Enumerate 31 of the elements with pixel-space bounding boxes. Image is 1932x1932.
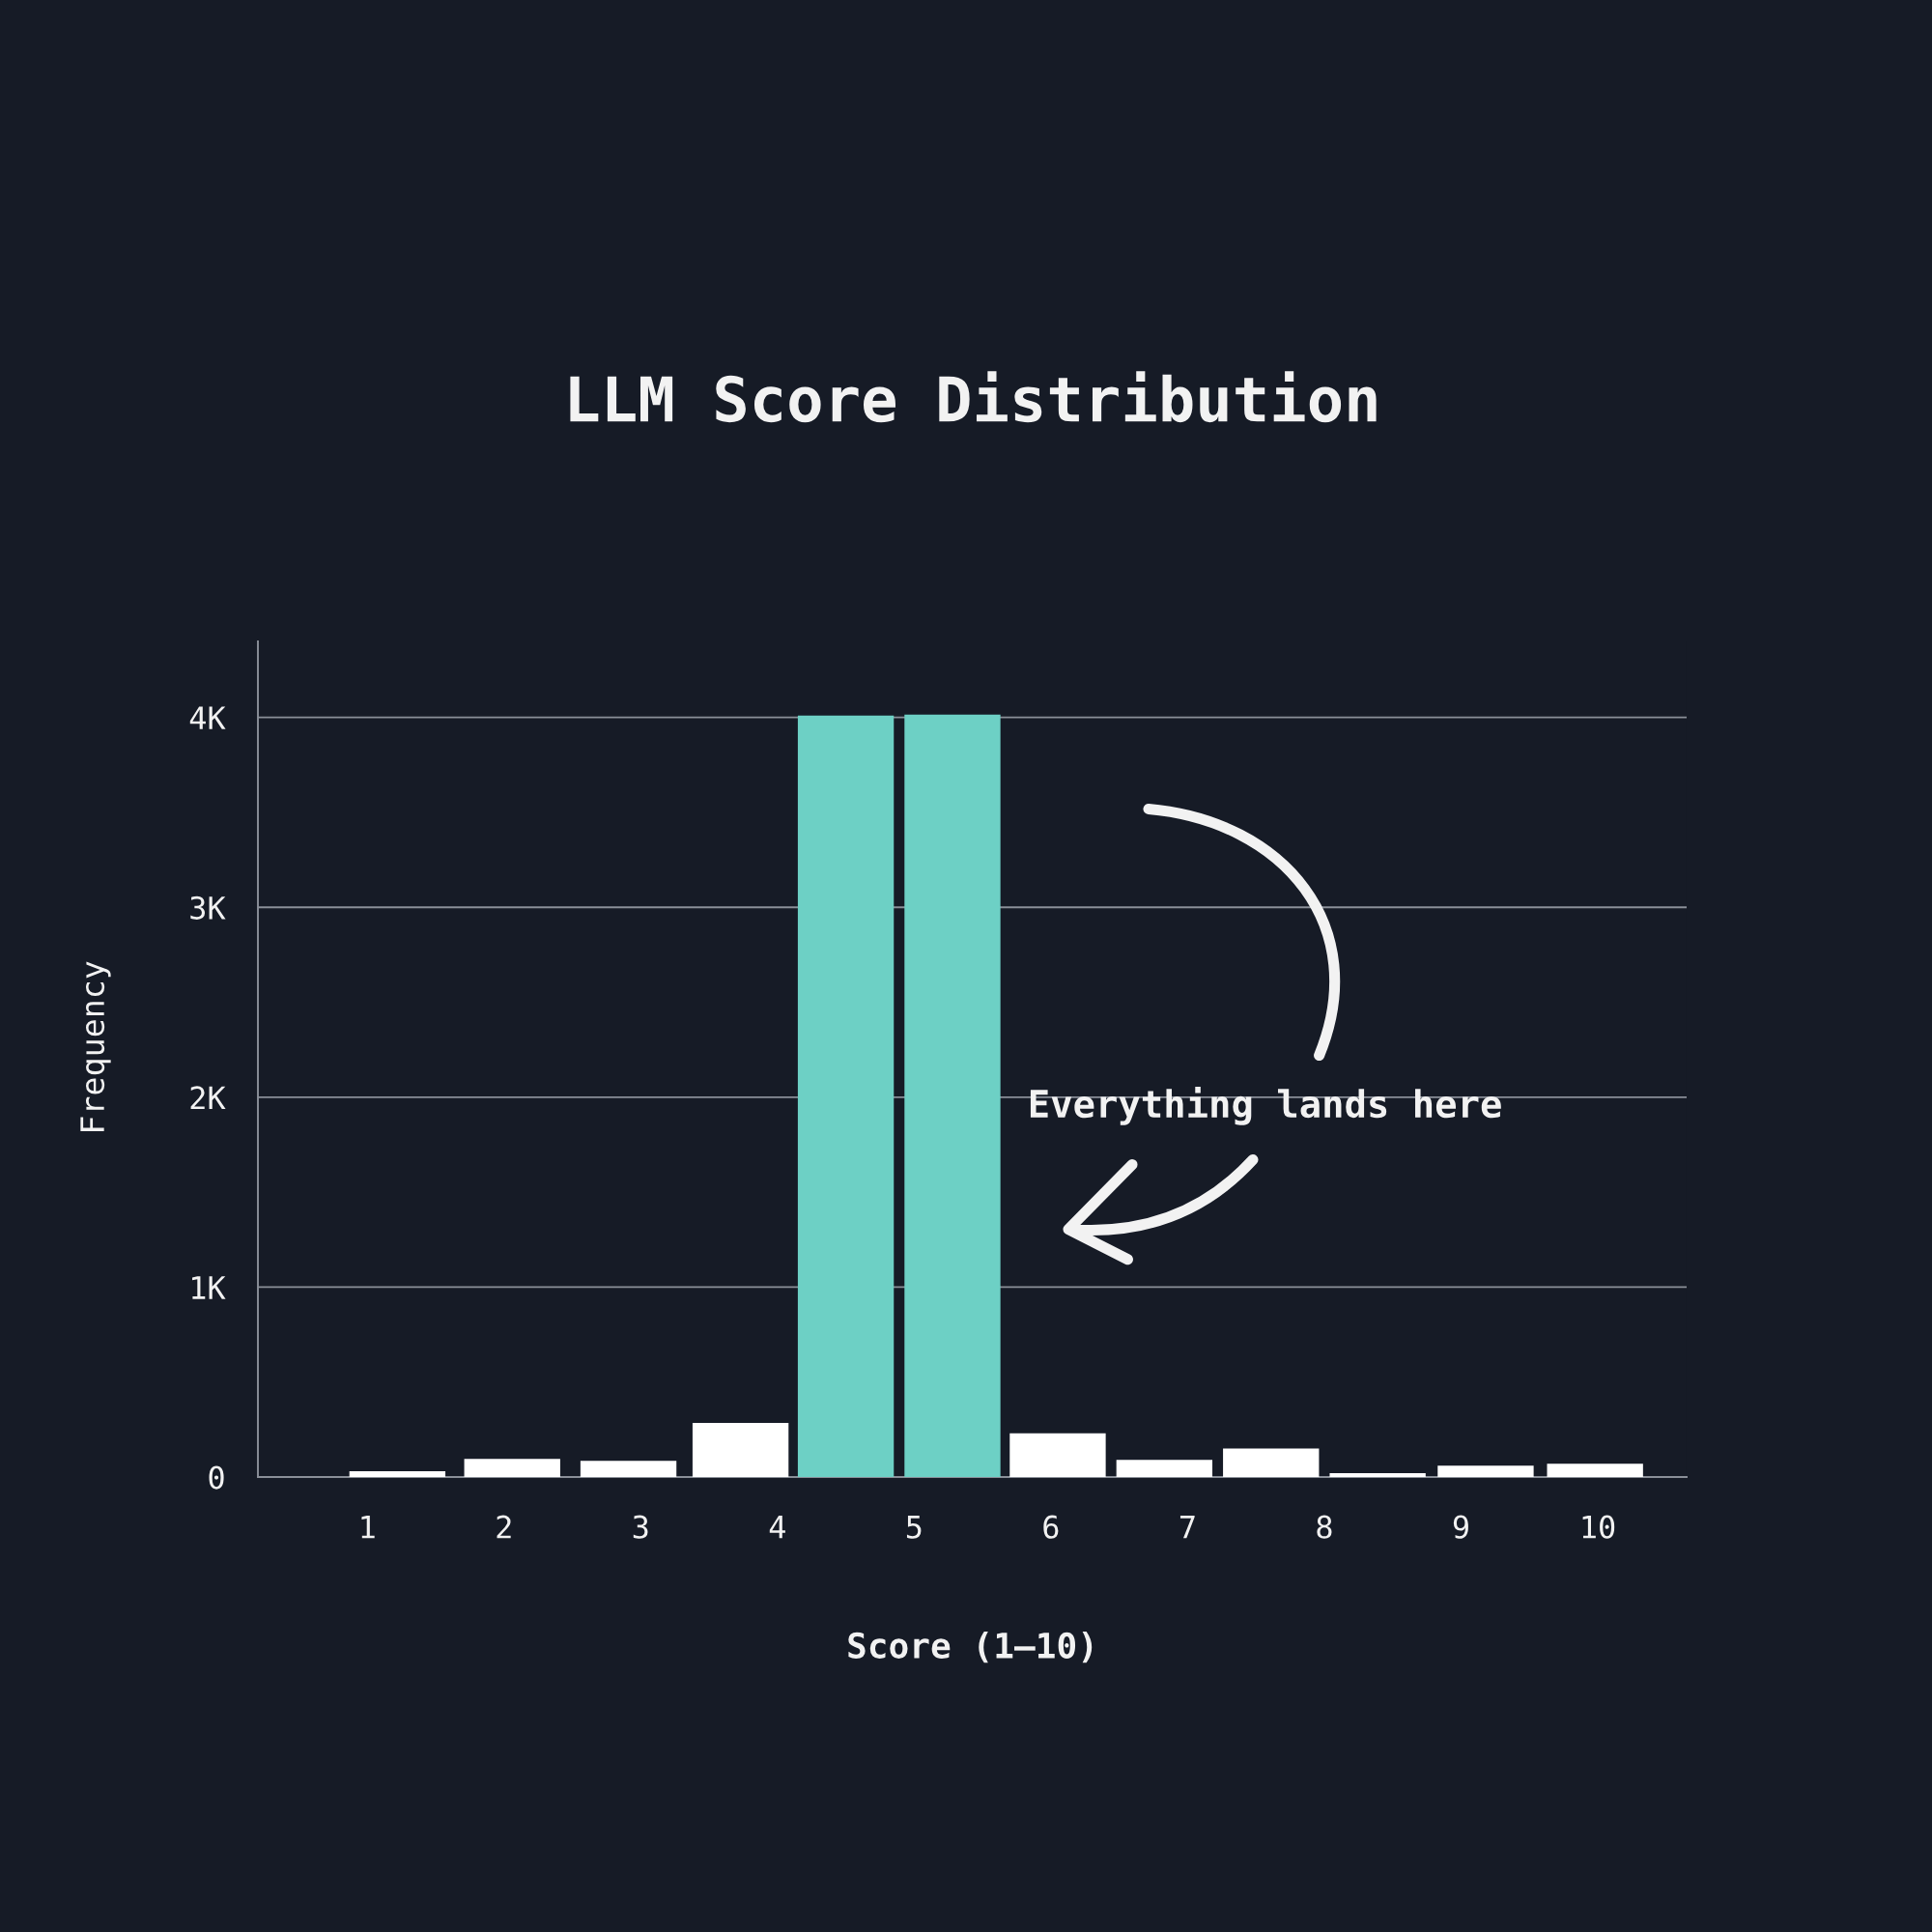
bar xyxy=(1437,1465,1534,1477)
chart-title: LLM Score Distribution xyxy=(570,371,1377,423)
x-tick-label: 10 xyxy=(1582,1515,1615,1539)
bar xyxy=(904,714,1001,1477)
y-tick-label: 1K xyxy=(192,1276,226,1299)
annotation: Everything lands here xyxy=(1030,1087,1501,1125)
bar xyxy=(1223,1448,1320,1477)
x-tick-label: 4 xyxy=(769,1516,785,1539)
x-tick-label: 3 xyxy=(633,1515,648,1539)
y-axis-title: Frequency xyxy=(80,961,111,1131)
x-tick-label: 6 xyxy=(1043,1515,1059,1539)
y-tick-label: 2K xyxy=(190,1086,226,1110)
x-tick-label: 7 xyxy=(1179,1516,1195,1539)
bar xyxy=(1009,1433,1106,1477)
y-tick-label: 3K xyxy=(190,895,226,920)
x-tick-label: 8 xyxy=(1317,1515,1332,1539)
bar xyxy=(580,1461,677,1477)
bar xyxy=(349,1471,446,1477)
bar xyxy=(1547,1463,1643,1477)
x-axis-title: Score (1—10) xyxy=(848,1632,1093,1663)
y-tick-label: 4K xyxy=(189,706,226,729)
x-tick-label: 2 xyxy=(497,1515,511,1539)
bar xyxy=(464,1459,560,1477)
x-tick-label: 5 xyxy=(906,1516,922,1539)
y-tick-label: 0 xyxy=(209,1465,224,1490)
bar xyxy=(692,1422,789,1477)
bar xyxy=(1329,1473,1426,1477)
x-tick-label: 1 xyxy=(361,1516,375,1539)
bar xyxy=(1116,1460,1213,1477)
x-tick-label: 9 xyxy=(1453,1515,1468,1539)
bar xyxy=(797,715,895,1477)
